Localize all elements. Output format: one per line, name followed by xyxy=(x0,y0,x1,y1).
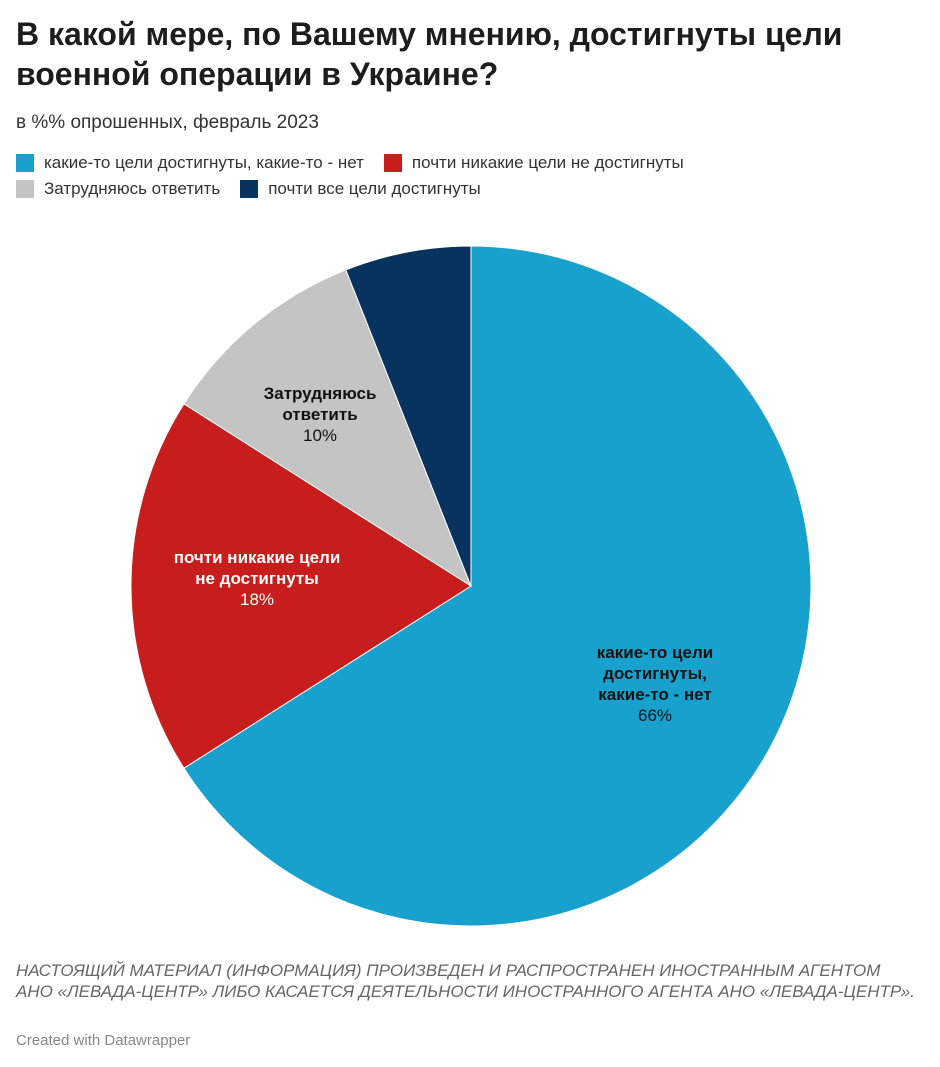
legend-swatch xyxy=(240,180,259,198)
legend-swatch xyxy=(16,154,34,172)
slice-value-label: 18% xyxy=(240,590,274,609)
footer-notes: НАСТОЯЩИЙ МАТЕРИАЛ (ИНФОРМАЦИЯ) ПРОИЗВЕД… xyxy=(16,961,915,1001)
pie-slice xyxy=(130,403,472,769)
pie-slice xyxy=(183,245,812,927)
legend-item: Затрудняюсь ответить xyxy=(16,179,220,199)
legend-label: какие-то цели достигнуты, какие-то - нет xyxy=(44,153,364,172)
legend-label: почти все цели достигнуты xyxy=(268,179,481,198)
legend-swatch xyxy=(16,180,34,198)
chart-subtitle: в %% опрошенных, февраль 2023 xyxy=(16,112,319,133)
legend-label: почти никакие цели не достигнуты xyxy=(411,153,684,172)
chart-title: В какой мере, по Вашему мнению, достигну… xyxy=(16,16,843,92)
legend-item: почти никакие цели не достигнуты xyxy=(383,153,684,173)
slice-label: Затрудняюсь ответить 10% xyxy=(264,384,377,445)
pie-slice xyxy=(345,245,472,587)
slice-value-label: 10% xyxy=(303,426,337,445)
footer-byline: Created with Datawrapper xyxy=(16,1032,191,1049)
slice-value-label: 66% xyxy=(638,706,672,725)
pie-slice xyxy=(183,269,473,588)
legend-swatch xyxy=(383,154,402,172)
slice-label: почти никакие цели не достигнуты 18% xyxy=(174,548,341,609)
slice-label: какие-то цели достигнуты, какие-то - нет 66… xyxy=(597,643,713,725)
legend: какие-то цели достигнуты, какие-то - нет… xyxy=(16,150,916,202)
legend-item: почти все цели достигнуты xyxy=(240,179,481,199)
legend-label: Затрудняюсь ответить xyxy=(44,179,221,198)
legend-item: какие-то цели достигнуты, какие-то - нет xyxy=(16,153,364,173)
